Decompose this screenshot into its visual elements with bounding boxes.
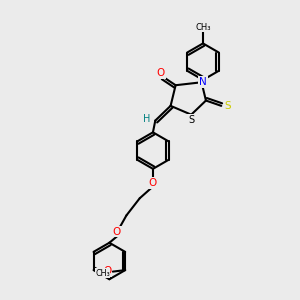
Text: O: O [103,266,112,276]
Text: H: H [143,114,150,124]
Text: N: N [199,77,207,87]
Text: O: O [157,68,165,78]
Text: CH₃: CH₃ [95,268,110,278]
Text: S: S [188,115,194,125]
Text: CH₃: CH₃ [195,23,211,32]
Text: S: S [224,101,231,111]
Text: O: O [112,226,121,237]
Text: O: O [149,178,157,188]
